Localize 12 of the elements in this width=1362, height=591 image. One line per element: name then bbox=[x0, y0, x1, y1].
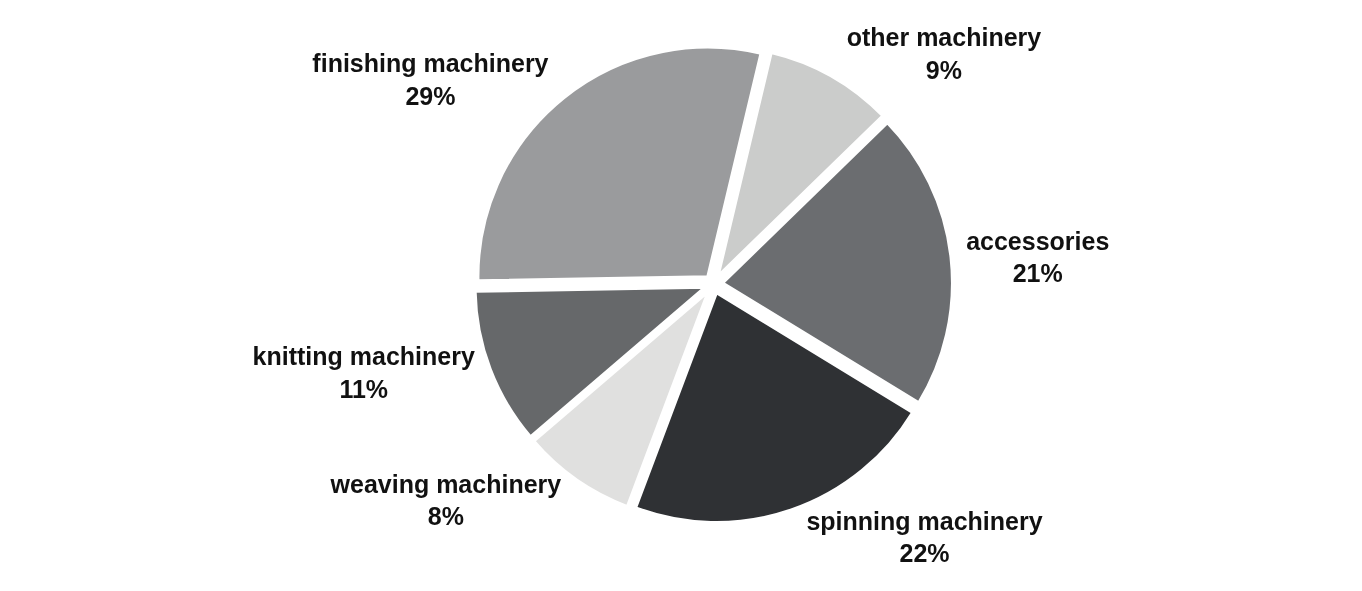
slice-label: weaving machinery bbox=[329, 469, 562, 498]
slice-label: finishing machinery bbox=[312, 49, 549, 78]
data-label: 11% bbox=[339, 374, 389, 403]
data-label: 21% bbox=[1012, 259, 1063, 288]
data-label: 9% bbox=[925, 55, 963, 84]
data-label: 8% bbox=[427, 502, 464, 531]
data-label: 29% bbox=[405, 81, 456, 110]
slice-label: spinning machinery bbox=[806, 506, 1043, 535]
slice-label: knitting machinery bbox=[252, 342, 475, 371]
slice-label: other machinery bbox=[846, 23, 1042, 52]
slice-label: accessories bbox=[966, 226, 1110, 255]
data-label: 22% bbox=[899, 539, 950, 568]
